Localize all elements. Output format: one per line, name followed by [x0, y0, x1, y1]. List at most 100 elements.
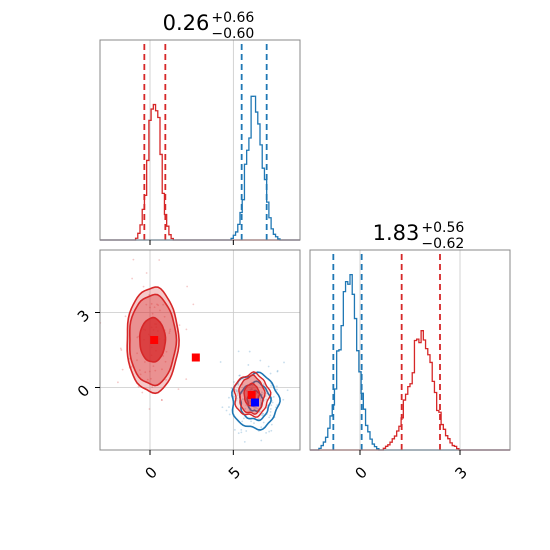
scatter-point	[158, 259, 161, 261]
scatter-point	[151, 312, 154, 315]
scatter-point	[148, 408, 151, 410]
scatter-point	[144, 371, 147, 374]
scatter-point	[256, 407, 259, 410]
blue-histogram-series	[310, 274, 510, 451]
scatter-point	[270, 404, 273, 407]
scatter-point	[235, 390, 238, 392]
scatter-point	[240, 431, 243, 434]
scatter-point	[150, 302, 153, 305]
scatter-point	[159, 309, 161, 312]
scatter-point	[137, 335, 140, 338]
scatter-point	[230, 387, 233, 390]
axes-frame	[309, 249, 511, 451]
scatter-point	[262, 421, 265, 424]
scatter-point	[260, 439, 263, 442]
scatter-point	[261, 414, 264, 417]
scatter-point	[192, 303, 195, 306]
scatter-point	[283, 361, 285, 364]
axes-frame	[99, 39, 301, 241]
scatter-point	[268, 416, 271, 419]
scatter-point	[286, 389, 289, 392]
scatter-point	[152, 365, 155, 368]
title-plus: +0.56	[421, 220, 464, 236]
scatter-point	[236, 394, 239, 396]
scatter-point	[185, 328, 188, 331]
blue-histogram-series	[100, 95, 300, 241]
scatter-point	[276, 388, 278, 391]
scatter-point	[262, 412, 265, 415]
red-histogram-series	[100, 103, 300, 241]
scatter-point	[160, 399, 163, 401]
blue-contour	[231, 371, 281, 431]
scatter-point	[120, 349, 123, 351]
scatter-point	[163, 315, 166, 318]
scatter-point	[267, 365, 270, 368]
scatter-point	[236, 390, 239, 392]
scatter-point	[242, 398, 244, 401]
scatter-point	[178, 324, 181, 326]
scatter-point	[160, 399, 163, 401]
scatter-point	[165, 350, 168, 353]
scatter-point	[233, 428, 236, 431]
scatter-point	[270, 423, 273, 426]
scatter-point	[244, 407, 247, 410]
scatter-point	[139, 373, 142, 376]
scatter-point	[276, 385, 278, 388]
scatter-point	[148, 370, 151, 373]
scatter-point	[270, 429, 273, 432]
title-plus: +0.66	[211, 10, 254, 26]
scatter-point	[243, 440, 246, 443]
scatter-point	[225, 409, 228, 412]
scatter-point	[145, 272, 148, 274]
scatter-point	[228, 413, 231, 416]
scatter-point	[272, 395, 275, 398]
scatter-point	[241, 420, 244, 423]
scatter-point	[248, 350, 251, 353]
scatter-point	[141, 391, 144, 394]
scatter-point	[177, 388, 180, 391]
scatter-point	[154, 369, 157, 372]
scatter-point	[228, 406, 230, 408]
scatter-point	[254, 406, 257, 409]
scatter-point	[119, 347, 122, 350]
contour-panel: 0 5 0 3	[74, 249, 301, 483]
scatter-point	[269, 408, 272, 410]
scatter-point	[239, 374, 241, 377]
scatter-point	[153, 306, 156, 309]
scatter-point	[157, 304, 160, 307]
scatter-point	[237, 383, 240, 386]
scatter-point	[150, 377, 152, 380]
x-tick-label: 3	[452, 463, 471, 482]
scatter-point	[117, 381, 119, 384]
scatter-point	[259, 398, 262, 400]
scatter-point	[233, 395, 236, 398]
scatter-point	[221, 406, 224, 409]
scatter-point	[262, 383, 265, 386]
scatter-point	[145, 303, 148, 306]
scatter-point	[233, 381, 235, 383]
scatter-point	[271, 401, 274, 404]
y-tick-label: 0	[74, 381, 93, 400]
scatter-point	[146, 378, 149, 381]
scatter-point	[132, 258, 135, 261]
scatter-point	[186, 285, 189, 288]
red-marker	[247, 391, 256, 399]
histogram-panel-param-2: 1.83 +0.56 −0.62 0 3	[309, 220, 511, 483]
scatter-point	[137, 385, 140, 388]
scatter-point	[238, 374, 241, 377]
scatter-point	[261, 391, 263, 394]
histogram-title-param-1: 0.26	[163, 11, 210, 35]
title-value: 0.26	[163, 11, 210, 35]
scatter-point	[151, 386, 154, 389]
red-marker	[191, 353, 200, 362]
scatter-point	[162, 303, 165, 306]
scatter-point	[276, 370, 279, 373]
scatter-point	[131, 277, 134, 280]
scatter-point	[269, 372, 272, 375]
scatter-point	[265, 398, 268, 401]
x-tick-label: 0	[142, 463, 161, 482]
scatter-point	[237, 432, 240, 435]
scatter-point	[247, 364, 250, 366]
blue-marker	[251, 398, 259, 407]
